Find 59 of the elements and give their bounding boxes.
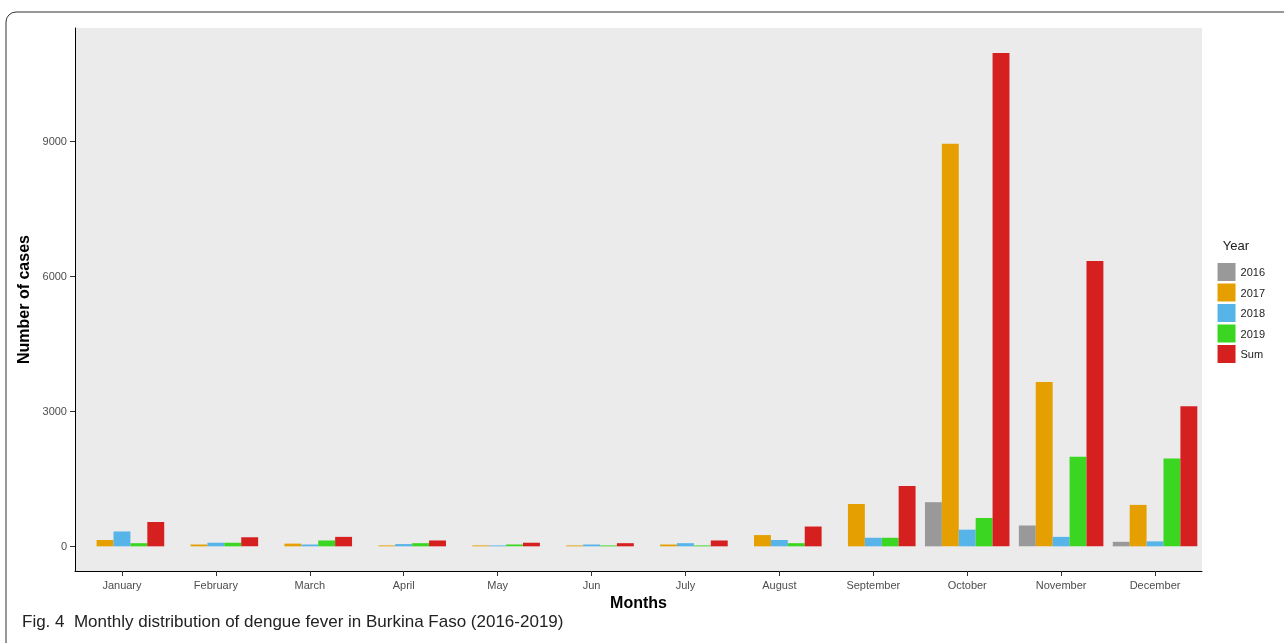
bar xyxy=(898,486,916,547)
x-tick-label: March xyxy=(294,578,326,591)
x-tick-label: February xyxy=(193,578,239,591)
y-tick-label: 9000 xyxy=(42,135,67,148)
bar xyxy=(677,543,694,547)
bar xyxy=(770,540,788,547)
bar xyxy=(958,529,976,547)
x-axis-title: Months xyxy=(610,594,668,612)
x-tick-label: November xyxy=(1035,578,1087,591)
x-tick-label: Jun xyxy=(582,578,601,591)
bar xyxy=(864,537,882,547)
bar xyxy=(1146,541,1164,547)
bar xyxy=(1180,406,1198,547)
x-tick-label: January xyxy=(102,578,143,591)
bar xyxy=(113,531,131,547)
bar xyxy=(1052,536,1070,547)
x-tick-label: August xyxy=(762,578,797,591)
bar xyxy=(804,526,822,547)
y-tick-label: 6000 xyxy=(42,270,67,283)
bar xyxy=(1163,458,1181,547)
bar xyxy=(96,540,114,547)
legend-title: Year xyxy=(1222,238,1250,253)
bar xyxy=(1129,504,1147,547)
bar xyxy=(1035,382,1053,547)
bar xyxy=(616,543,634,547)
bar xyxy=(710,540,728,547)
bar xyxy=(1069,456,1087,547)
y-tick-label: 3000 xyxy=(42,405,67,418)
bar xyxy=(1086,260,1104,547)
y-tick-label: 0 xyxy=(60,540,67,553)
bar xyxy=(787,543,805,547)
bar xyxy=(975,517,993,547)
legend-label: 2018 xyxy=(1240,307,1266,319)
bar xyxy=(429,540,446,547)
bar xyxy=(335,536,353,547)
bar xyxy=(754,535,771,547)
bar xyxy=(992,52,1010,547)
legend-label: 2016 xyxy=(1240,266,1266,278)
bar xyxy=(1018,525,1036,547)
bar xyxy=(130,543,148,547)
bar xyxy=(941,143,959,547)
legend-label: 2017 xyxy=(1240,286,1266,299)
bar xyxy=(881,537,899,547)
bar xyxy=(924,502,942,547)
x-tick-label: May xyxy=(487,578,509,591)
x-tick-label: September xyxy=(846,578,901,591)
caption: Fig. 4 Monthly distribution of dengue fever in Burkina Faso (2016-2019) xyxy=(22,612,564,631)
legend-label: 2019 xyxy=(1240,327,1266,340)
legend-label: Sum xyxy=(1240,348,1264,360)
x-tick-label: October xyxy=(947,578,988,591)
x-tick-label: December xyxy=(1129,578,1181,591)
bar xyxy=(318,540,336,547)
bar xyxy=(147,522,165,547)
x-tick-label: April xyxy=(392,578,415,591)
x-tick-label: July xyxy=(675,578,696,591)
y-axis-title: Number of cases xyxy=(15,234,33,364)
bar xyxy=(241,537,259,547)
bar xyxy=(847,504,865,547)
bar xyxy=(412,543,430,547)
